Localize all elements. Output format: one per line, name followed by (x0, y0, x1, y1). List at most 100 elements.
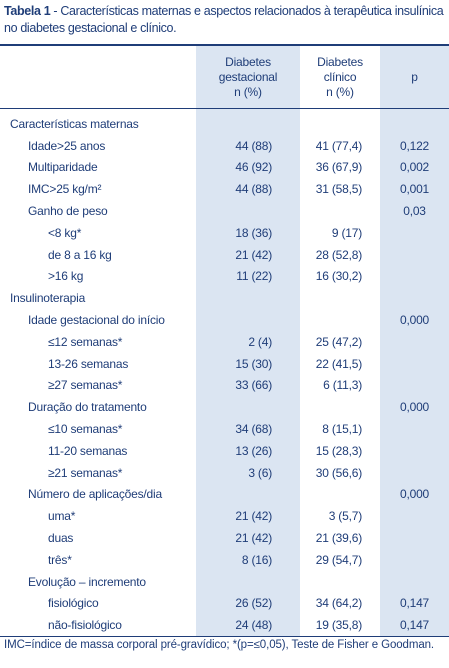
table-row: Idade>25 anos 44 (88) 41 (77,4) 0,122 (0, 134, 449, 157)
cell-gestacional: 8 (16) (196, 548, 300, 571)
row-label: 13-26 semanas (48, 356, 129, 371)
cell-p: 0,000 (380, 483, 449, 506)
table-row: 13-26 semanas 15 (30) 22 (41,5) (0, 352, 449, 375)
header-line: Diabetes (225, 54, 271, 69)
cell-p (380, 439, 449, 462)
cell-clinico (300, 309, 380, 331)
cell-p (380, 287, 449, 310)
cell-clinico: 8 (15,1) (322, 422, 362, 437)
cell-p: 0,001 (380, 178, 449, 201)
cell-clinico: 34 (64,2) (315, 596, 362, 611)
cell-clinico (300, 200, 380, 222)
table-head: Diabetes gestacional n (%) Diabetes clínico… (0, 45, 449, 109)
row-label: IMC>25 kg/m² (28, 182, 102, 197)
table-row: Evolução – incremento (0, 570, 449, 593)
cell-p (380, 418, 449, 440)
cell-gestacional: 18 (36) (196, 221, 300, 244)
cell-p (380, 570, 449, 593)
table-row: <8 kg* 18 (36) 9 (17) (0, 221, 449, 244)
cell-p (380, 243, 449, 266)
cell-p: 0,122 (380, 134, 449, 157)
cell-gestacional: 44 (88) (196, 178, 300, 201)
header-cell: Diabetes gestacional n (%) (196, 45, 300, 109)
row-label: Número de aplicações/dia (28, 487, 162, 502)
row-label: três* (48, 552, 72, 567)
table-label: Tabela 1 (4, 4, 51, 18)
row-label: uma* (48, 509, 76, 524)
footnote: IMC=índice de massa corporal pré-gravídi… (0, 636, 449, 652)
row-label: Idade gestacional do início (28, 313, 165, 328)
row-label: fisiológico (48, 596, 99, 611)
cell-gestacional (196, 200, 300, 222)
cell-clinico (300, 571, 380, 593)
cell-p (380, 221, 449, 244)
cell-p (380, 374, 449, 397)
cell-clinico: 9 (17) (331, 225, 362, 240)
cell-p (380, 265, 449, 288)
table-row: Ganho de peso 0,03 (0, 200, 449, 222)
row-label: Características maternas (10, 116, 139, 131)
row-label: Evolução – incremento (28, 574, 146, 589)
header-cell (0, 45, 196, 109)
table-row: de 8 a 16 kg 21 (42) 28 (52,8) (0, 243, 449, 266)
cell-clinico: 16 (30,2) (315, 269, 362, 284)
table-title: - Características maternas e aspectos re… (4, 4, 444, 35)
cell-gestacional: 3 (6) (196, 461, 300, 484)
cell-gestacional: 26 (52) (196, 592, 300, 615)
header-row: Diabetes gestacional n (%) Diabetes clínico… (0, 45, 449, 109)
cell-clinico: 41 (77,4) (315, 138, 362, 153)
cell-clinico: 31 (58,5) (315, 182, 362, 197)
header-line: clínico (323, 69, 357, 84)
cell-p: 0,000 (380, 309, 449, 331)
cell-gestacional: 11 (22) (196, 265, 300, 288)
header-line: Diabetes (317, 54, 363, 69)
row-label: Insulinoterapia (10, 291, 86, 306)
cell-gestacional: 44 (88) (196, 134, 300, 157)
cell-p (380, 505, 449, 528)
cell-gestacional: 24 (48) (196, 614, 300, 637)
table-row: duas 21 (42) 21 (39,6) (0, 527, 449, 549)
cell-gestacional: 33 (66) (196, 374, 300, 397)
header-line: gestacional (218, 69, 278, 84)
cell-clinico (300, 396, 380, 418)
row-label: Idade>25 anos (28, 138, 106, 153)
table-row: três* 8 (16) 29 (54,7) (0, 548, 449, 571)
table-caption: Tabela 1 - Características maternas e as… (0, 0, 449, 44)
table-row: Características maternas (0, 108, 449, 135)
cell-clinico: 19 (35,8) (315, 618, 362, 633)
table: Diabetes gestacional n (%) Diabetes clínico… (0, 44, 449, 637)
cell-clinico: 29 (54,7) (315, 552, 362, 567)
table-row: fisiológico 26 (52) 34 (64,2) 0,147 (0, 592, 449, 615)
header-cell: Diabetes clínico n (%) (300, 45, 380, 109)
cell-p (380, 108, 449, 135)
row-label: ≤10 semanas* (48, 422, 123, 437)
row-label: de 8 a 16 kg (48, 247, 112, 262)
cell-p: 0,03 (380, 200, 449, 222)
cell-gestacional: 15 (30) (196, 352, 300, 375)
cell-gestacional (196, 287, 300, 310)
cell-p: 0,000 (380, 396, 449, 419)
cell-gestacional (196, 108, 300, 135)
cell-gestacional: 2 (4) (196, 330, 300, 353)
row-label: 11-20 semanas (48, 443, 128, 458)
cell-clinico: 22 (41,5) (315, 356, 362, 371)
cell-clinico (300, 484, 380, 506)
cell-p (380, 548, 449, 571)
row-label: <8 kg* (48, 225, 82, 240)
cell-p: 0,147 (380, 592, 449, 615)
cell-p (380, 330, 449, 353)
cell-gestacional (196, 309, 300, 331)
cell-gestacional: 46 (92) (196, 156, 300, 179)
header-line: p (411, 69, 418, 84)
table-row: ≥27 semanas* 33 (66) 6 (11,3) (0, 374, 449, 397)
table-row: Insulinoterapia (0, 287, 449, 310)
table-row: não-fisiológico 24 (48) 19 (35,8) 0,147 (0, 614, 449, 637)
header-line: n (%) (326, 84, 354, 99)
cell-p (380, 527, 449, 549)
cell-gestacional (196, 483, 300, 506)
cell-p (380, 461, 449, 484)
cell-clinico: 28 (52,8) (315, 247, 362, 262)
cell-clinico: 21 (39,6) (315, 531, 362, 546)
table-row: ≤10 semanas* 34 (68) 8 (15,1) (0, 418, 449, 440)
